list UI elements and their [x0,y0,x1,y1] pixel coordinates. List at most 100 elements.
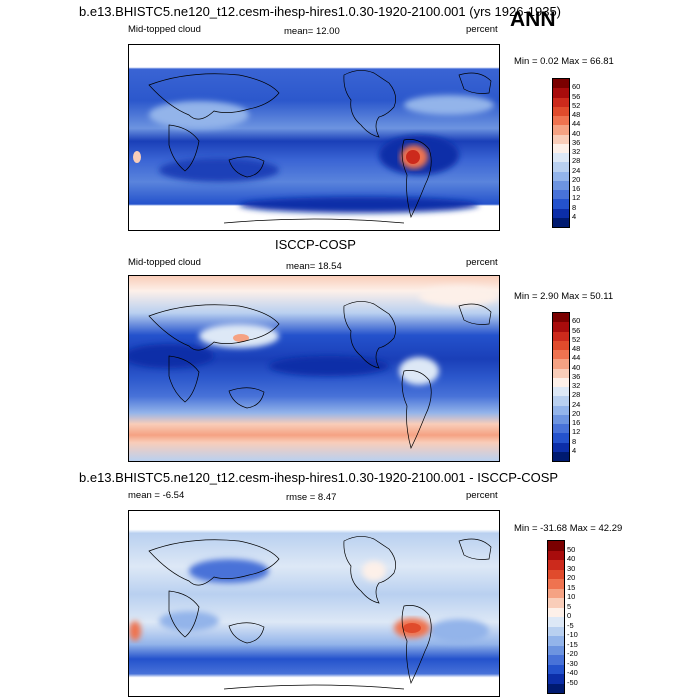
colorbar-swatch [548,664,564,674]
colorbar-label: 40 [567,554,576,563]
colorbar-label: 28 [572,156,581,166]
colorbar-swatch [553,153,569,163]
colorbar-label: 20 [567,573,576,582]
colorbar-label: -15 [567,639,578,649]
colorbar-label: 28 [572,390,581,400]
colorbar-swatch [553,442,569,452]
colorbar-swatch [553,143,569,153]
panel-1-units: percent [466,24,498,35]
colorbar-swatch [548,560,564,570]
colorbar-label: 24 [572,399,581,409]
colorbar-swatch [553,125,569,135]
colorbar-swatch [553,340,569,350]
colorbar-swatch [548,550,564,560]
colorbar-swatch [553,190,569,200]
colorbar-swatch [553,171,569,181]
colorbar-swatch [553,377,569,387]
colorbar-label: 56 [572,91,581,101]
panel-2-left-label: Mid-topped cloud [128,257,201,268]
colorbar-label: 24 [572,165,581,175]
colorbar-swatch [548,598,564,608]
colorbar-swatch [553,322,569,332]
colorbar-swatch [553,180,569,190]
colorbar-swatch [553,433,569,443]
colorbar-label: 50 [567,544,576,554]
colorbar-label: 32 [572,147,581,156]
colorbar-swatch [553,368,569,378]
panel-3-colorbar [547,540,565,694]
colorbar-swatch [548,541,564,551]
colorbar-label: 4 [572,445,577,455]
colorbar-label: 56 [572,325,581,335]
colorbar-label: 40 [572,362,581,372]
colorbar-swatch [553,313,569,323]
panel-1-title: b.e13.BHISTC5.ne120_t12.cesm-ihesp-hires… [79,4,562,19]
colorbar-swatch [553,134,569,144]
colorbar-label: 32 [572,381,581,390]
colorbar-label: 36 [572,137,581,147]
panel-1-colorbar-labels: 60 56 52 48 44 40 36 32 28 24 20 16 12 8 4 [572,78,602,226]
colorbar-swatch [553,106,569,116]
colorbar-label: 52 [572,334,581,344]
colorbar-label: -5 [567,620,574,630]
colorbar-label: 8 [572,436,577,446]
colorbar-swatch [548,655,564,665]
panel-2-minmax: Min = 2.90 Max = 50.11 [514,291,614,302]
colorbar-swatch [553,199,569,209]
colorbar-label: 8 [572,202,577,212]
panel-1-left-label: Mid-topped cloud [128,24,201,35]
colorbar-label: 4 [572,211,577,221]
colorbar-swatch [553,162,569,172]
colorbar-label: 20 [572,408,581,418]
colorbar-label: 36 [572,371,581,381]
colorbar-label: 60 [572,82,581,92]
panel-3-colorbar-labels: 50 40 30 20 15 10 5 0 -5 -10 -15 -20 -30 -40 -50 [567,540,597,692]
colorbar-swatch [548,626,564,636]
colorbar-label: -10 [567,630,578,639]
colorbar-label: -40 [567,668,578,677]
colorbar-label: 10 [567,592,576,601]
panel-1-minmax: Min = 0.02 Max = 66.81 [514,56,614,67]
colorbar-swatch [553,359,569,369]
panel-3-units: percent [466,490,498,501]
colorbar-swatch [548,607,564,617]
colorbar-swatch [553,97,569,107]
colorbar-swatch [553,424,569,434]
colorbar-label: 30 [567,563,576,573]
colorbar-swatch [553,350,569,360]
colorbar-swatch [548,569,564,579]
colorbar-label: 52 [572,100,581,110]
colorbar-swatch [548,674,564,684]
colorbar-swatch [553,451,569,461]
colorbar-label: 16 [572,418,581,427]
colorbar-label: 15 [567,582,576,592]
colorbar-label: 16 [572,184,581,193]
colorbar-label: 5 [567,601,572,611]
colorbar-swatch [553,208,569,218]
panel-3-title: b.e13.BHISTC5.ne120_t12.cesm-ihesp-hires… [79,470,559,485]
colorbar-label: 0 [567,611,572,620]
panel-1-mean: mean= 12.00 [284,26,340,37]
panel-3-map [128,510,500,697]
panel-2-map [128,275,500,462]
colorbar-swatch [548,636,564,646]
colorbar-swatch [548,579,564,589]
colorbar-swatch [553,396,569,406]
colorbar-label: 48 [572,344,581,353]
colorbar-label: -20 [567,649,578,658]
colorbar-swatch [553,331,569,341]
colorbar-label: 48 [572,110,581,119]
colorbar-swatch [548,645,564,655]
colorbar-label: 44 [572,353,581,363]
colorbar-label: 20 [572,174,581,184]
colorbar-swatch [553,116,569,126]
colorbar-swatch [553,217,569,227]
panel-2-units: percent [466,257,498,268]
panel-3-minmax: Min = -31.68 Max = 42.29 [514,523,623,534]
panel-2-mean: mean= 18.54 [286,261,342,272]
panel-2-title: ISCCP-COSP [275,237,356,252]
panel-1-map [128,44,500,231]
colorbar-swatch [553,414,569,424]
colorbar-label: -30 [567,658,578,668]
colorbar-swatch [548,683,564,693]
